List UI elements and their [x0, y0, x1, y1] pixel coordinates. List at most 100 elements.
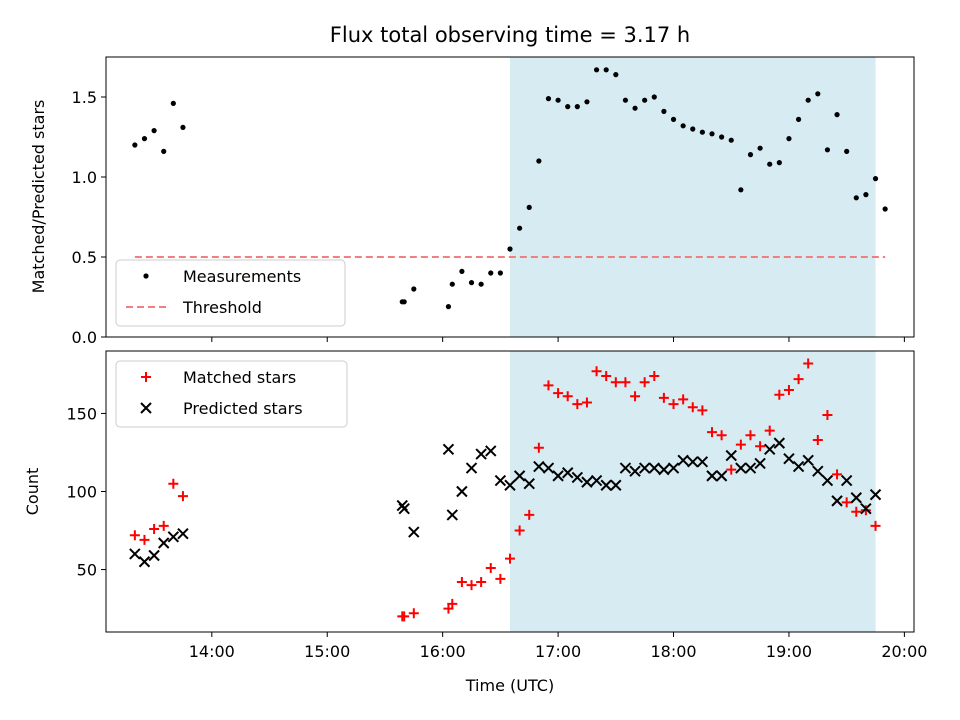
data-point [151, 128, 157, 134]
data-point [590, 474, 603, 487]
data-point [651, 94, 657, 100]
data-point [408, 608, 419, 619]
data-point [601, 370, 612, 381]
data-point [442, 443, 455, 456]
data-point [697, 405, 708, 416]
data-point [610, 479, 622, 491]
data-point [139, 534, 150, 545]
data-point [180, 124, 186, 130]
data-point [648, 462, 660, 474]
data-point [783, 385, 794, 396]
data-point [755, 441, 766, 452]
data-point [149, 523, 160, 534]
y-tick-label: 1.0 [72, 168, 97, 187]
data-point [831, 495, 843, 507]
data-point [485, 445, 497, 457]
data-point [630, 391, 641, 402]
data-point [667, 462, 680, 474]
data-point [792, 460, 805, 473]
data-point [728, 137, 734, 143]
data-point [764, 443, 776, 456]
data-point [687, 402, 698, 413]
data-point [466, 580, 477, 591]
series-matched-stars [129, 358, 881, 622]
data-point [716, 430, 727, 441]
data-point [783, 453, 795, 465]
data-point [773, 437, 786, 449]
data-point [411, 286, 417, 292]
data-point [649, 370, 660, 381]
y-tick-label: 100 [66, 483, 97, 502]
data-point [812, 465, 824, 477]
data-point [882, 206, 888, 212]
legend: Measurements Threshold [115, 259, 346, 327]
data-point [476, 577, 487, 588]
data-point [161, 148, 167, 154]
x-tick-label: 20:00 [881, 642, 927, 661]
data-point [840, 474, 853, 487]
data-point [793, 374, 804, 385]
legend-marker [140, 402, 152, 414]
data-point [834, 112, 840, 118]
data-point [678, 394, 689, 405]
data-point [456, 577, 467, 588]
plot-frame [105, 56, 915, 338]
data-point [803, 358, 814, 369]
data-point [488, 270, 494, 276]
data-point [555, 97, 561, 103]
data-point [680, 123, 686, 129]
data-point [524, 509, 535, 520]
data-point [581, 397, 592, 408]
data-point [658, 392, 669, 403]
data-point [767, 161, 773, 167]
data-point [553, 388, 564, 399]
data-point [870, 520, 881, 531]
data-point [821, 474, 834, 487]
x-tick-label: 16:00 [420, 642, 466, 661]
data-point [603, 67, 609, 73]
data-point [158, 537, 170, 549]
data-point [620, 377, 631, 388]
data-point [774, 389, 785, 400]
data-point [661, 108, 667, 114]
data-point [786, 136, 792, 142]
top-y-axis-label: Matched/Predicted stars [29, 100, 48, 294]
y-tick-label: 0.5 [72, 248, 97, 267]
data-point [523, 477, 535, 490]
legend-label: Measurements [183, 267, 301, 286]
data-point [449, 281, 455, 287]
y-tick-label: 0.0 [72, 328, 97, 347]
data-point [526, 204, 532, 210]
data-point [744, 462, 757, 474]
data-point [850, 492, 862, 504]
data-point [812, 434, 823, 445]
bottom-y-axis-label: Count [23, 468, 42, 516]
data-point [738, 187, 744, 193]
x-tick-label: 15:00 [304, 642, 350, 661]
data-point [542, 462, 555, 474]
data-point [690, 126, 696, 132]
data-point [401, 299, 407, 305]
data-point [545, 96, 552, 102]
data-point [824, 147, 831, 153]
data-point [745, 430, 756, 441]
data-point [696, 456, 709, 468]
data-point [552, 470, 564, 482]
data-point [148, 549, 160, 562]
data-point [613, 72, 619, 78]
data-point [129, 530, 140, 541]
data-point [844, 148, 850, 154]
y-tick-label: 1.5 [72, 88, 97, 107]
data-point [478, 281, 484, 287]
data-point [497, 270, 503, 276]
data-point [832, 469, 843, 480]
data-point [707, 427, 717, 438]
data-point [642, 97, 648, 103]
legend-label: Predicted stars [183, 399, 303, 418]
legend: Matched stars Predicted stars [115, 360, 348, 428]
data-point [632, 105, 638, 111]
legend-marker [143, 273, 149, 279]
data-point [562, 467, 574, 479]
data-point [505, 553, 515, 564]
legend-box [115, 259, 346, 327]
